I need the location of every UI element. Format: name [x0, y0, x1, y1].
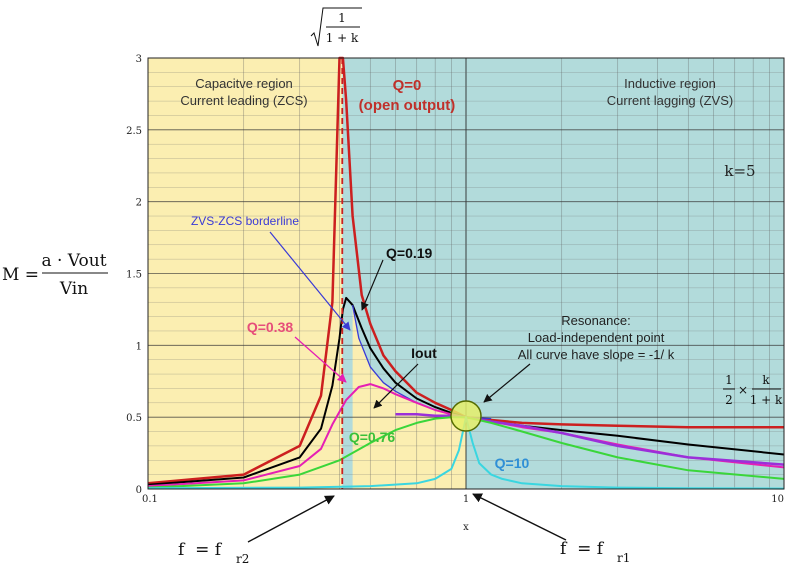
chart-series: [147, 56, 785, 490]
svg-text:r1: r1: [617, 551, 630, 565]
iout-label: Iout: [411, 345, 437, 361]
series-line-purple: [395, 413, 785, 466]
y-tick-label: 2.5: [126, 126, 142, 137]
x-tick-label: 1: [463, 494, 469, 505]
y-tick-label: 3: [136, 54, 142, 65]
y-tick-label: 1: [136, 341, 142, 352]
q0-label: Q=0: [393, 77, 422, 94]
y-tick-label: 0.5: [126, 413, 142, 424]
x-axis-label: x: [463, 522, 469, 533]
q038-label: Q=0.38: [247, 319, 294, 335]
svg-text:f = f: f = f: [178, 540, 223, 560]
resonance-point: [450, 400, 482, 432]
svg-text:×: ×: [738, 383, 748, 397]
q10-label: Q=10: [495, 455, 530, 471]
fr1-formula: f = f r1: [560, 539, 630, 565]
plot-frame: [147, 57, 785, 490]
slope-formula: 1 2 × k 1 + k: [723, 373, 783, 407]
resonance-arrow: [483, 363, 531, 403]
fr2-formula: f = f r2: [178, 540, 249, 566]
inductive-region-label-1: Inductive region: [624, 76, 716, 91]
q076-label: Q=0.76: [349, 429, 396, 445]
x-tick-label: 0.1: [142, 494, 158, 505]
svg-text:1 + k: 1 + k: [750, 393, 783, 407]
svg-text:k: k: [762, 373, 770, 387]
capacitive-region-label-1: Capacitve region: [195, 76, 293, 91]
iout-arrow: [373, 363, 419, 409]
chart-grid: [147, 58, 784, 490]
y-axis-equation: M = a · Vout Vin: [2, 251, 108, 299]
series-line-q-0-76: [147, 416, 785, 489]
series-line-q-0: [147, 56, 784, 485]
sqrt-formula: 1 1 + k: [310, 7, 362, 47]
fr2-arrow: [247, 495, 335, 543]
zvs-zcs-arrow: [269, 231, 351, 331]
resonance-label-3: All curve have slope = -1/ k: [518, 347, 675, 362]
zvs-zcs-label: ZVS-ZCS borderline: [191, 214, 299, 228]
q019-arrow: [361, 259, 384, 311]
q0-label-sub: (open output): [359, 97, 456, 114]
k-label: k=5: [724, 162, 755, 180]
svg-text:a · Vout: a · Vout: [41, 251, 106, 271]
svg-text:f = f: f = f: [560, 539, 605, 559]
svg-text:1 + k: 1 + k: [326, 31, 359, 45]
series-line-q-10: [147, 416, 785, 490]
x-tick-label: 10: [771, 494, 784, 505]
y-tick-label: 2: [136, 198, 142, 209]
capacitive-region-label-2: Current leading (ZCS): [180, 93, 307, 108]
svg-text:1: 1: [338, 11, 346, 25]
svg-text:Vin: Vin: [59, 279, 88, 299]
zcs-transition-region: [352, 305, 466, 489]
svg-text:r2: r2: [236, 552, 249, 566]
y-tick-label: 1.5: [126, 270, 142, 281]
chart-axes: 0 0.5 1 1.5 2 2.5 3 0.1 1 10 x: [126, 54, 785, 533]
fr1-arrow: [472, 493, 567, 541]
svg-text:1: 1: [725, 373, 733, 387]
resonance-label-2: Load-independent point: [528, 330, 665, 345]
q038-arrow: [294, 336, 347, 383]
y-tick-label: 0: [136, 485, 142, 496]
resonance-label-1: Resonance:: [561, 313, 630, 328]
svg-text:2: 2: [725, 393, 733, 407]
inductive-region-label-2: Current lagging (ZVS): [607, 93, 733, 108]
q019-label: Q=0.19: [386, 245, 433, 261]
svg-text:M =: M =: [2, 265, 39, 285]
